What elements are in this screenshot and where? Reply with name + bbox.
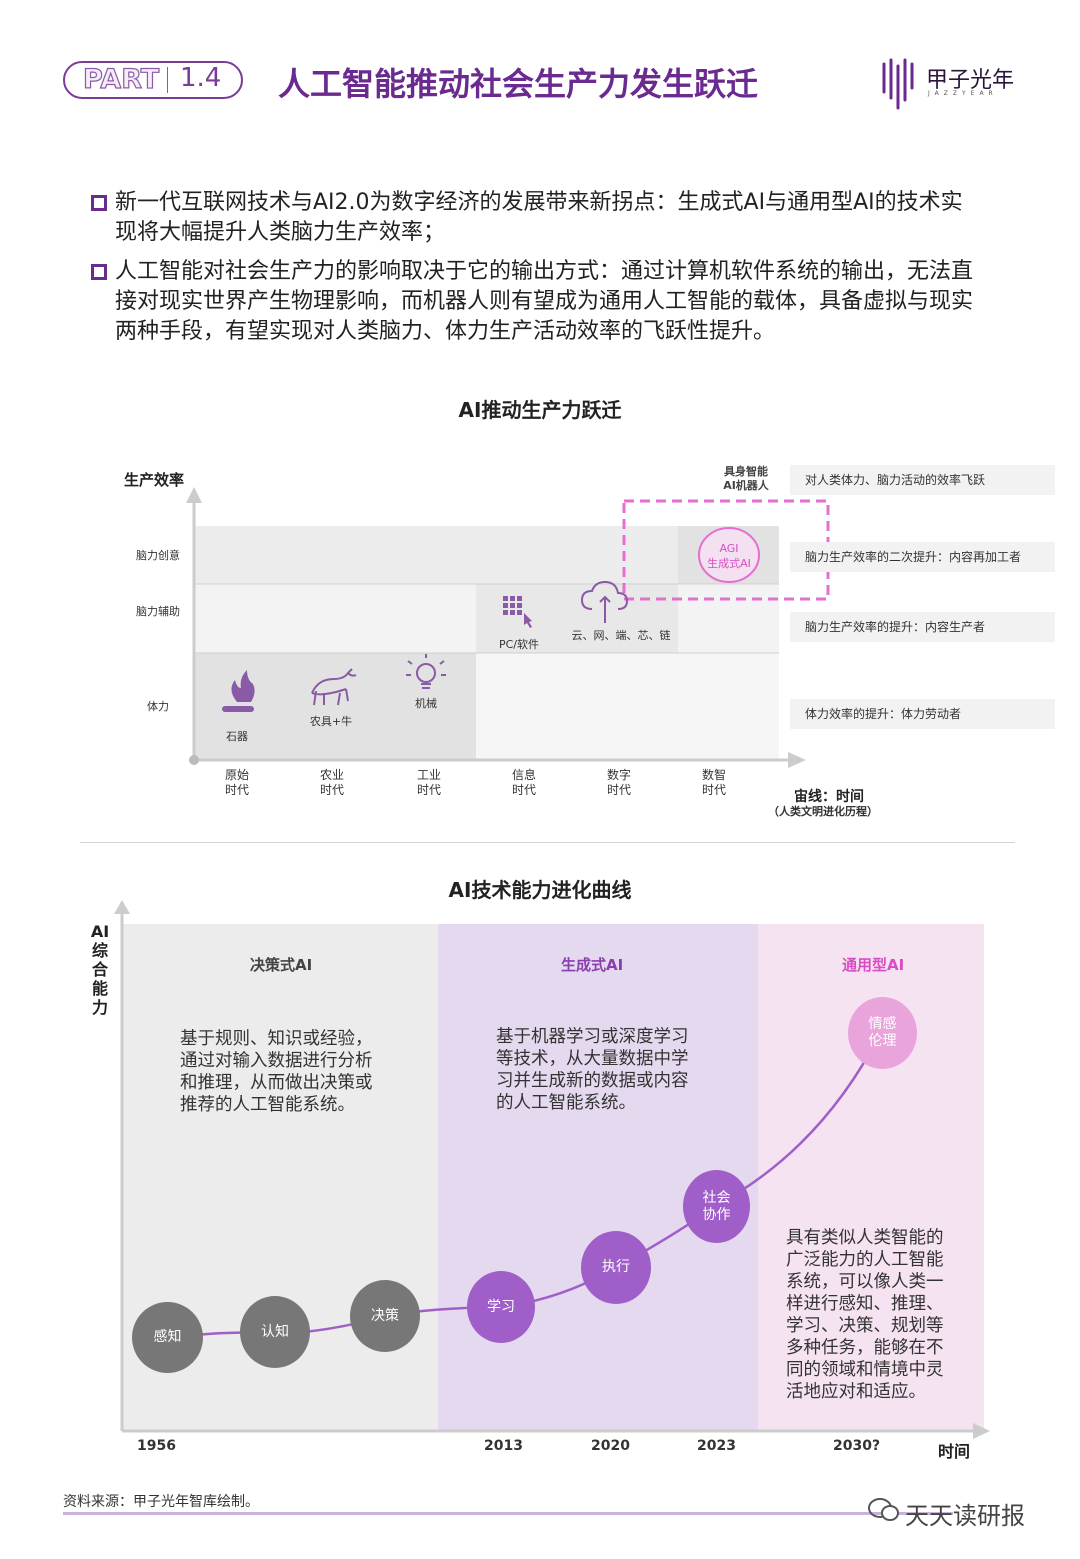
- bullet-paragraph-1: 新一代互联网技术与AI2.0为数字经济的发展带来新拐点：生成式AI与通用型AI的…: [115, 188, 1055, 248]
- part-label: PART: [82, 63, 160, 95]
- year-2023: 2023: [697, 1438, 736, 1454]
- item-stone: 石器: [226, 730, 248, 743]
- jazzyear-logo-icon: [882, 58, 914, 110]
- chart2-diagram: [114, 900, 990, 1439]
- chart1-x-axis-label: 宙线：时间: [794, 789, 864, 805]
- page-title: 人工智能推动社会生产力发生跃迁: [278, 65, 759, 103]
- note-secondary-boost: 脑力生产效率的二次提升：内容再加工者: [790, 542, 1055, 572]
- note-efficiency-leap: 对人类体力、脑力活动的效率飞跃: [790, 465, 1055, 495]
- logo-text: 甲子光年: [926, 68, 1015, 93]
- agi-circle: [698, 527, 760, 583]
- phase-desc-generative: 基于机器学习或深度学习 等技术，从大量数据中学 习并生成新的数据或内容 的人工智…: [496, 1027, 689, 1113]
- pc-grid-icon: [503, 596, 532, 628]
- part-divider: [167, 67, 168, 93]
- assist-block: [476, 584, 678, 653]
- chart1-x-axis-sub: （人类文明进化历程）: [768, 805, 878, 818]
- bullet-2-line-1: 人工智能对社会生产力的影响取决于它的输出方式：通过计算机软件系统的输出，无法直: [115, 259, 974, 284]
- level-label-physical: 体力: [147, 700, 169, 713]
- bullet-1-line-1: 新一代互联网技术与AI2.0为数字经济的发展带来新拐点：生成式AI与通用型AI的…: [115, 190, 963, 215]
- phase-desc-decision: 基于规则、知识或经验， 通过对输入数据进行分析 和推理，从而做出决策或 推荐的人…: [180, 1029, 373, 1115]
- node-learning: 学习: [467, 1271, 535, 1343]
- year-2020: 2020: [591, 1438, 630, 1454]
- bullet-2-line-3: 两种手段，有望实现对人类脑力、体力生产活动效率的飞跃性提升。: [115, 319, 776, 344]
- stone-icon: [222, 670, 255, 712]
- wechat-icon: [868, 1498, 899, 1521]
- level-label-assist: 脑力辅助: [136, 605, 180, 618]
- part-badge: [63, 61, 243, 99]
- era-primitive: 原始 时代: [224, 768, 249, 797]
- chart1-diagram: [186, 487, 830, 768]
- item-farm-tools: 农具+牛: [309, 715, 353, 728]
- chart2-title: AI技术能力进化曲线: [448, 878, 632, 902]
- item-pc-software: PC/软件: [498, 638, 540, 651]
- bullet-marker: [91, 195, 107, 211]
- phase-desc-general: 具有类似人类智能的 广泛能力的人工智能 系统，可以像人类一 样进行感知、推理、 …: [786, 1228, 944, 1402]
- logo-subtext: JAZZYEAR: [928, 90, 998, 97]
- node-execution: 执行: [581, 1231, 651, 1304]
- chart1-title: AI推动生产力跃迁: [458, 398, 622, 422]
- year-2013: 2013: [484, 1438, 523, 1454]
- lightbulb-icon: [406, 654, 446, 689]
- node-emotion-ethics: 情感 伦理: [848, 997, 917, 1069]
- year-1956: 1956: [137, 1438, 176, 1454]
- era-industry: 工业 时代: [416, 768, 441, 797]
- note-physical-boost: 体力效率的提升：体力劳动者: [790, 699, 1055, 729]
- node-perception: 感知: [132, 1302, 203, 1373]
- cloud-upload-icon: [580, 580, 629, 623]
- level-label-creative: 脑力创意: [136, 549, 180, 562]
- item-agi: AGI 生成式AI: [707, 542, 751, 570]
- chart1-y-axis-label: 生产效率: [124, 471, 185, 489]
- footer-divider: [63, 1512, 953, 1515]
- phase-title-generative: 生成式AI: [561, 956, 624, 974]
- item-machine: 机械: [415, 697, 437, 710]
- era-agriculture: 农业 时代: [319, 768, 344, 797]
- item-cloud: 云、网、端、芯、链: [571, 629, 671, 642]
- watermark-label: 天天读研报: [905, 1502, 1025, 1530]
- phase-title-decision: 决策式AI: [250, 956, 313, 974]
- chart2-x-axis-label: 时间: [938, 1442, 971, 1461]
- note-brain-boost: 脑力生产效率的提升：内容生产者: [790, 612, 1055, 642]
- node-decision: 决策: [350, 1280, 420, 1352]
- section-divider: [80, 842, 1015, 843]
- node-cognition: 认知: [240, 1296, 310, 1368]
- embodied-ai-box: [622, 499, 830, 601]
- chart2-y-axis-label: AI 综 合 能 力: [90, 922, 110, 1017]
- part-number: 1.4: [180, 63, 222, 93]
- item-embodied-ai: 具身智能 AI机器人: [723, 465, 769, 492]
- bullet-paragraph-2: 人工智能对社会生产力的影响取决于它的输出方式：通过计算机软件系统的输出，无法直 …: [115, 257, 1055, 347]
- source-note: 资料来源：甲子光年智库绘制。: [63, 1494, 259, 1510]
- node-social-collaboration: 社会 协作: [683, 1170, 750, 1243]
- bullet-marker: [91, 264, 107, 280]
- bullet-1-line-2: 现将大幅提升人类脑力生产效率；: [115, 220, 446, 245]
- era-digital-intelligence: 数智 时代: [701, 768, 726, 797]
- bullet-2-line-2: 接对现实世界产生物理影响，而机器人则有望成为通用人工智能的载体，具备虚拟与现实: [115, 289, 974, 314]
- bull-icon: [311, 668, 357, 706]
- phase-title-general: 通用型AI: [842, 956, 905, 974]
- year-2030: 2030?: [833, 1438, 881, 1454]
- era-information: 信息 时代: [511, 768, 536, 797]
- era-digital: 数字 时代: [606, 768, 631, 797]
